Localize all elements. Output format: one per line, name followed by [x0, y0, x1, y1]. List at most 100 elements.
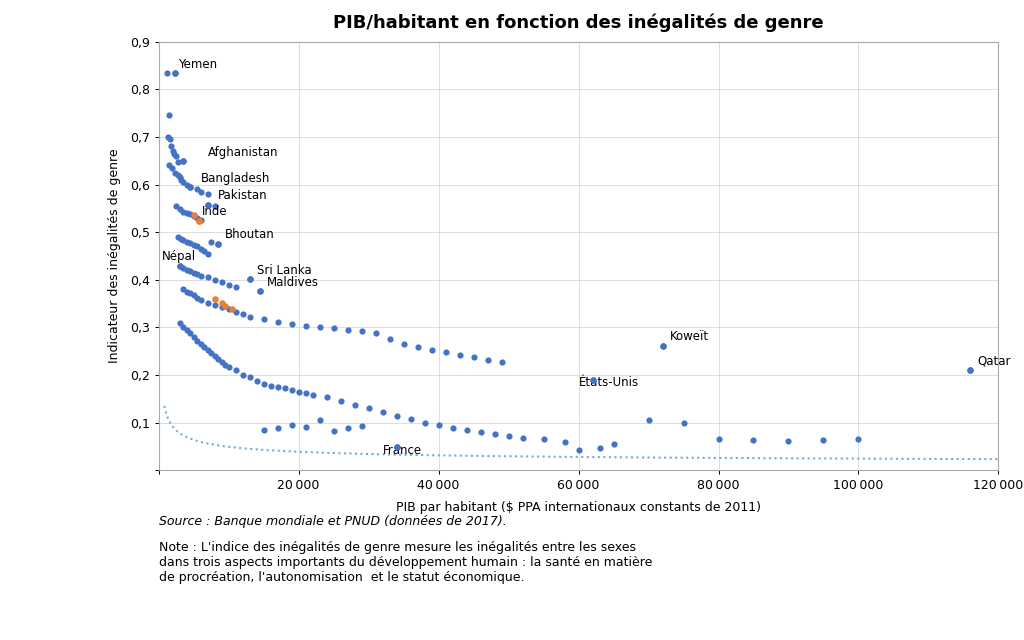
Y-axis label: Indicateur des inégalités de genre: Indicateur des inégalités de genre — [109, 148, 122, 364]
Point — [424, 345, 440, 355]
Point — [200, 298, 216, 308]
Point — [185, 209, 202, 220]
Point — [556, 436, 572, 447]
Point — [234, 309, 251, 319]
Point — [193, 215, 209, 225]
Point — [160, 132, 176, 142]
Point — [676, 418, 692, 428]
Point — [242, 274, 258, 284]
Point — [963, 365, 979, 376]
Point — [224, 304, 241, 314]
Point — [175, 235, 191, 245]
Point — [165, 146, 181, 156]
Point — [207, 201, 223, 211]
Point — [164, 163, 180, 173]
Point — [182, 237, 199, 248]
Point — [850, 435, 866, 445]
Point — [159, 68, 175, 78]
Text: Maldives: Maldives — [267, 276, 319, 289]
Point — [196, 246, 212, 257]
Text: Sri Lanka: Sri Lanka — [257, 264, 311, 277]
Point — [220, 280, 237, 290]
Point — [711, 435, 727, 445]
Point — [269, 422, 286, 433]
Point — [402, 414, 419, 424]
Point — [242, 274, 258, 284]
Point — [256, 379, 272, 389]
Point — [168, 151, 184, 161]
Point — [262, 380, 279, 390]
Point — [200, 345, 216, 355]
Point — [189, 184, 206, 195]
Point — [171, 172, 188, 182]
Point — [514, 433, 530, 443]
Text: Qatar: Qatar — [977, 355, 1011, 368]
Point — [326, 426, 342, 436]
Point — [171, 317, 188, 328]
Point — [444, 422, 461, 433]
Point — [185, 268, 202, 278]
Text: Bhoutan: Bhoutan — [225, 228, 275, 241]
Point — [200, 248, 216, 259]
Point — [200, 189, 216, 199]
Point — [465, 352, 482, 362]
Point — [193, 271, 209, 281]
Point — [185, 332, 202, 342]
Point — [311, 323, 328, 333]
Point — [388, 442, 404, 452]
Point — [171, 204, 188, 214]
Point — [173, 175, 189, 185]
Point — [200, 272, 216, 282]
Point — [815, 435, 831, 445]
Text: Bangladesh: Bangladesh — [201, 172, 270, 185]
Point — [395, 339, 412, 349]
Point — [178, 324, 195, 335]
Point — [340, 324, 356, 335]
Point — [368, 328, 384, 338]
Point — [189, 293, 206, 303]
Point — [375, 407, 391, 417]
Point — [175, 156, 191, 166]
Point — [203, 348, 219, 358]
Text: Afghanistan: Afghanistan — [208, 146, 279, 159]
Point — [178, 287, 195, 297]
Point — [536, 435, 552, 445]
Point — [340, 423, 356, 433]
Point — [486, 429, 503, 439]
Text: Source : Banque mondiale et PNUD (données de 2017).: Source : Banque mondiale et PNUD (donnée… — [159, 515, 507, 528]
Point — [388, 410, 404, 420]
Point — [193, 294, 209, 305]
Point — [189, 336, 206, 346]
Point — [963, 365, 979, 376]
Point — [269, 317, 286, 327]
Point — [213, 356, 229, 367]
Point — [161, 161, 177, 171]
Point — [207, 351, 223, 361]
Point — [167, 68, 183, 78]
Point — [163, 141, 179, 152]
Point — [210, 354, 226, 364]
Point — [297, 321, 313, 331]
Point — [213, 298, 229, 308]
Point — [182, 182, 199, 193]
Point — [745, 435, 762, 445]
Point — [175, 156, 191, 166]
Point — [217, 301, 233, 311]
Point — [360, 403, 377, 413]
Point — [311, 415, 328, 426]
Point — [169, 170, 185, 180]
Point — [193, 186, 209, 196]
Point — [170, 232, 186, 242]
Point — [291, 387, 307, 397]
Point — [175, 177, 191, 188]
Point — [220, 304, 237, 314]
Point — [178, 179, 195, 189]
Point — [227, 365, 244, 376]
Point — [249, 376, 265, 386]
Point — [207, 300, 223, 310]
Point — [494, 356, 510, 367]
Point — [196, 342, 212, 353]
Point — [210, 239, 226, 249]
Point — [472, 427, 488, 437]
Point — [276, 383, 293, 394]
